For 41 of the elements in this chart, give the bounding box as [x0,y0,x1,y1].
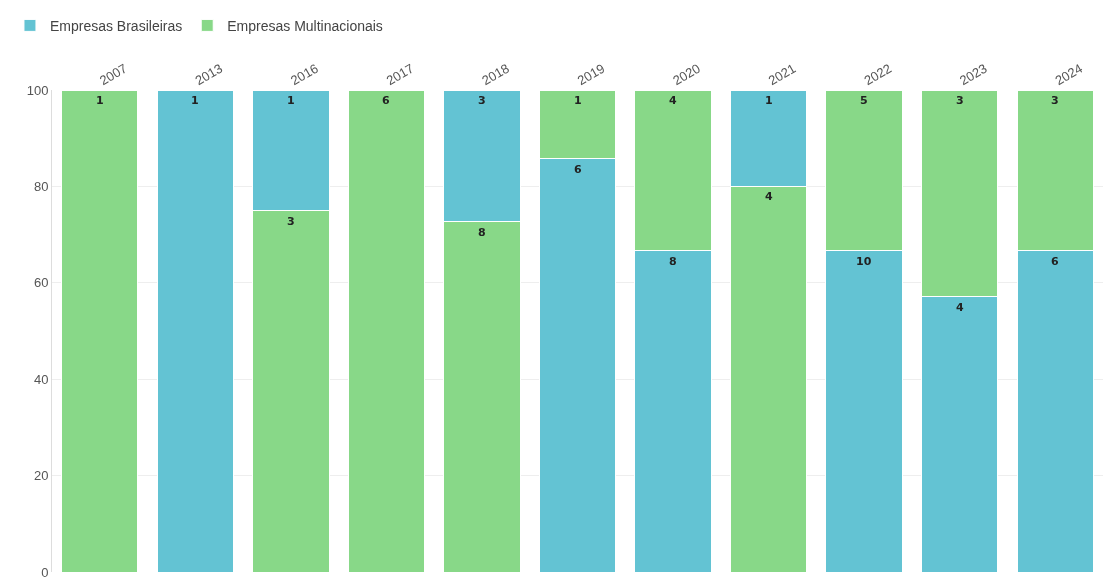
x-tick-label: 2018 [479,60,512,89]
annotation: 3 [287,215,295,228]
annotation: 4 [956,301,964,314]
annotation: 6 [574,163,582,176]
annotation: 5 [860,94,868,107]
y-tick-label: 100 [26,82,49,98]
x-tick-label: 2007 [97,60,130,89]
annotation: 4 [765,190,773,203]
x-tick-label: 2020 [670,60,703,89]
bar [156,90,235,572]
x-tick-label: 2016 [288,60,321,89]
annotation: 1 [765,94,773,107]
annotation: 8 [669,255,677,268]
annotation: 4 [669,94,677,107]
y-tick-label: 40 [33,371,49,387]
annotation: 1 [574,94,582,107]
y-tick-label: 60 [33,275,49,291]
annotation: 3 [956,94,964,107]
x-tick-label: 2017 [383,60,417,89]
annotation: 3 [478,94,486,107]
bar [347,90,426,572]
annotation: 1 [96,94,104,107]
y-tick-label: 80 [33,178,49,194]
x-tick-label: 2021 [765,60,799,89]
y-tick-label: 0 [41,564,49,580]
x-tick-label: 2019 [574,60,608,89]
legend-label: Empresas Multinacionais [227,17,383,34]
x-tick-label: 2013 [192,60,226,89]
x-tick-label: 2024 [1052,60,1086,89]
annotation: 1 [191,94,199,107]
x-tick-label: 2023 [956,60,990,89]
annotation: 6 [1051,255,1059,268]
x-tick-label: 2022 [861,60,894,89]
bar [61,90,139,572]
annotation: 10 [856,255,872,268]
legend-label: Empresas Brasileiras [49,17,183,34]
annotation: 8 [478,226,486,239]
annotation: 6 [382,94,390,107]
annotation: 1 [287,94,295,107]
annotation: 3 [1051,94,1059,107]
y-tick-label: 20 [33,468,49,484]
